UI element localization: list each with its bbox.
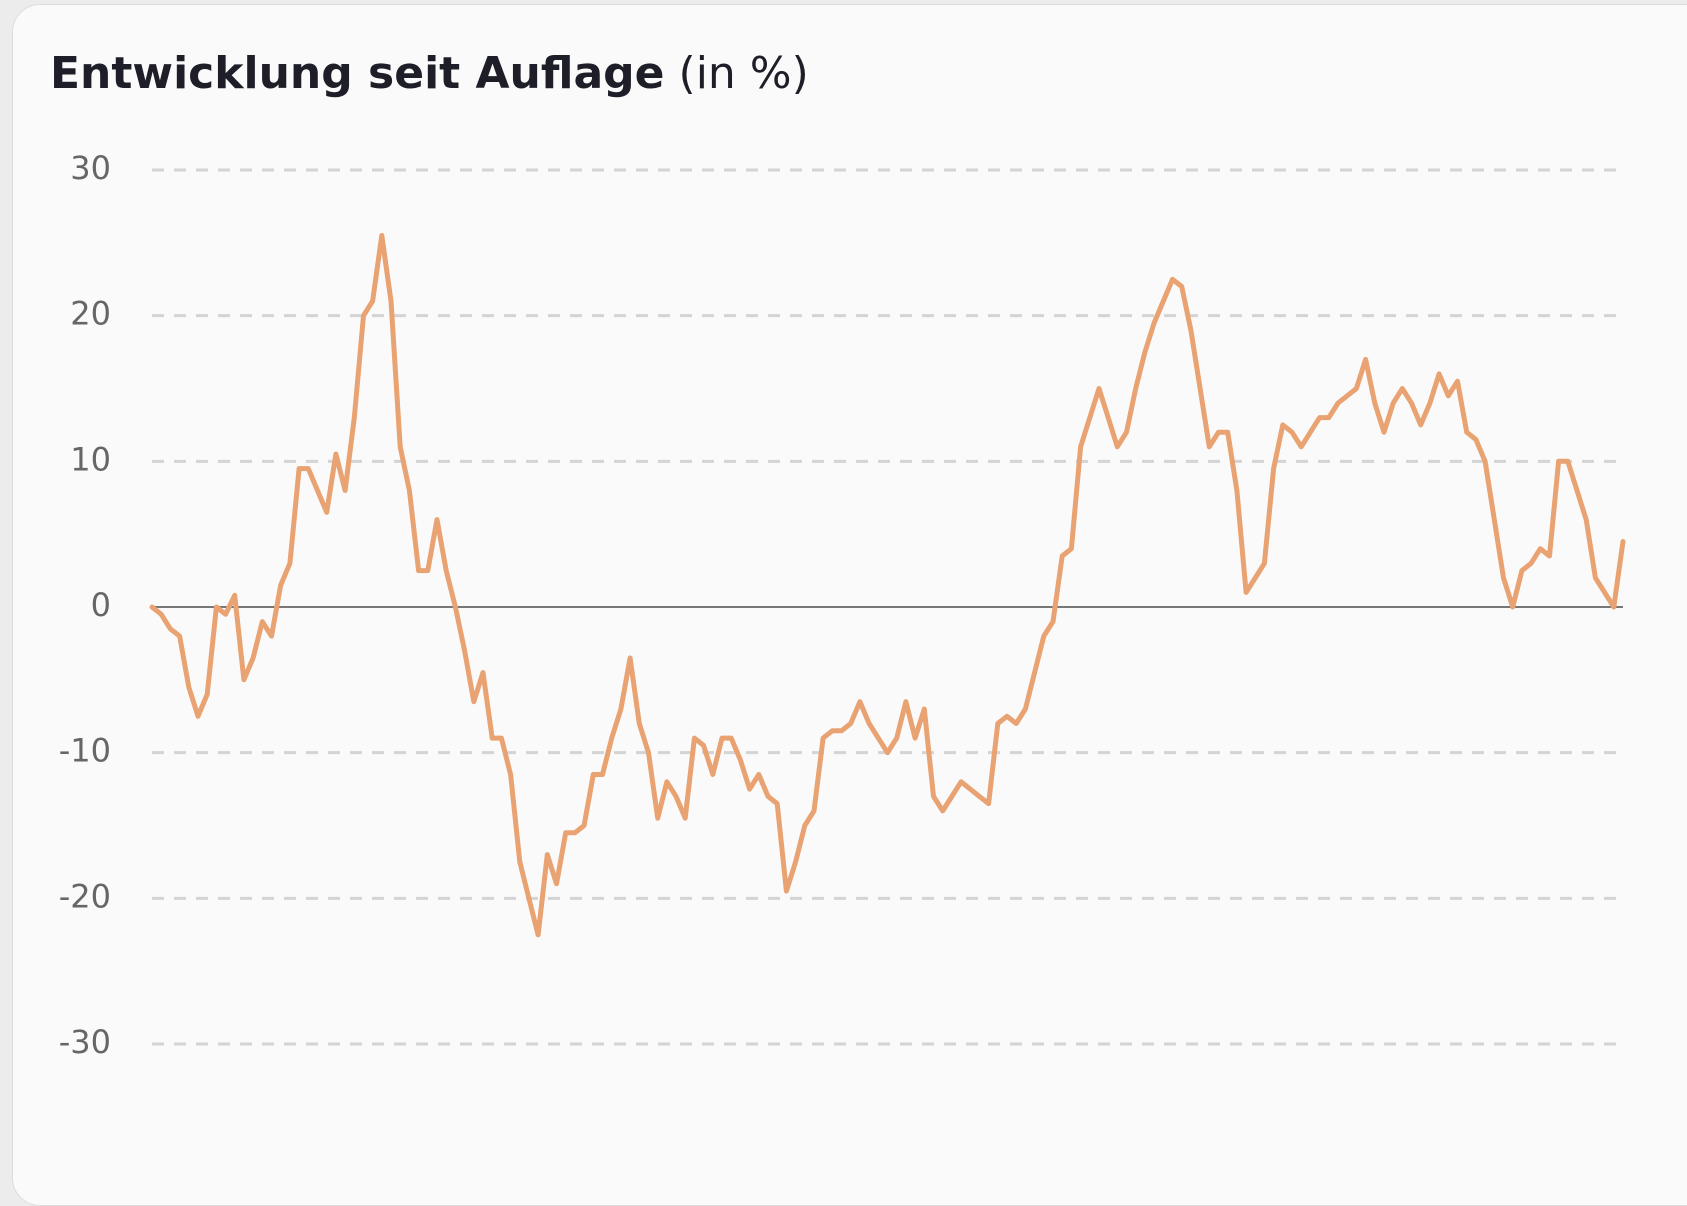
y-tick-label: 20 (70, 295, 111, 333)
line (149, 233, 1626, 938)
y-tick-label: -10 (59, 732, 111, 770)
y-tick-label: -30 (59, 1023, 111, 1061)
y-tick-label: 0 (91, 586, 111, 624)
chart-title: Entwicklung seit Auflage (50, 48, 665, 99)
card (12, 4, 1687, 1206)
y-tick-label: -20 (59, 877, 111, 915)
y-tick-label: 10 (70, 440, 111, 478)
chart-title-group: Entwicklung seit Auflage (in %) (50, 48, 809, 99)
y-tick-label: 30 (70, 149, 111, 187)
unit-label: (in %) (679, 48, 809, 99)
chart: Entwicklung seit Auflage (in %) 30 20 10 0 -1… (50, 48, 1626, 1061)
